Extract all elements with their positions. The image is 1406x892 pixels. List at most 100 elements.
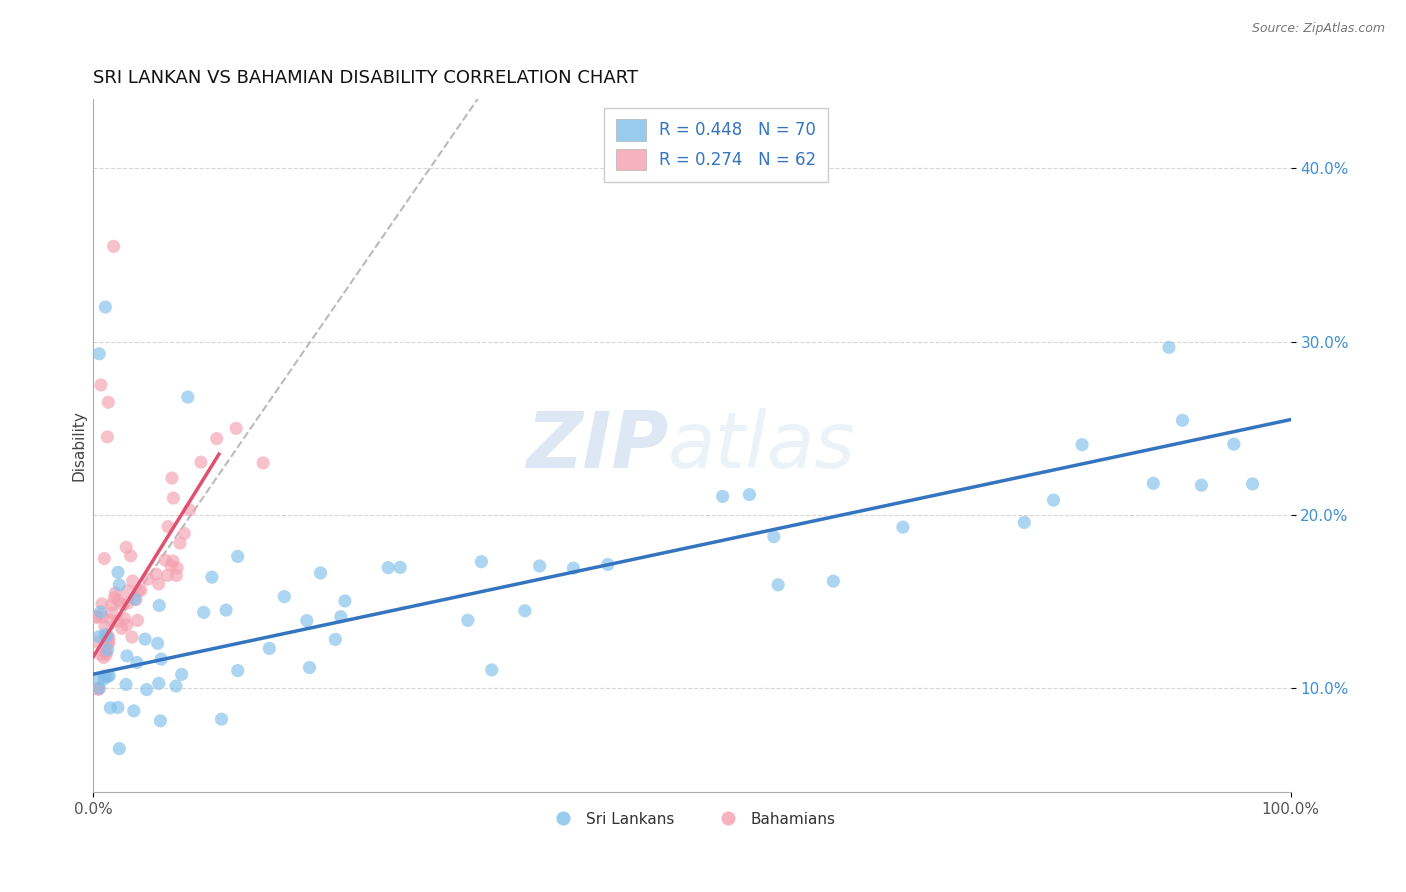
Point bbox=[145, 567, 167, 582]
Point bbox=[98, 668, 121, 682]
Point bbox=[325, 632, 347, 647]
Point bbox=[148, 577, 170, 591]
Point bbox=[153, 553, 176, 567]
Point bbox=[135, 682, 157, 697]
Point bbox=[148, 599, 170, 613]
Point bbox=[162, 491, 184, 505]
Point bbox=[125, 592, 148, 607]
Point bbox=[104, 586, 127, 600]
Point bbox=[333, 594, 356, 608]
Point bbox=[90, 648, 112, 662]
Point bbox=[115, 541, 138, 555]
Point bbox=[117, 596, 139, 610]
Point bbox=[148, 676, 170, 690]
Point bbox=[190, 455, 212, 469]
Point bbox=[97, 636, 120, 650]
Point bbox=[90, 378, 112, 392]
Point bbox=[91, 597, 114, 611]
Point bbox=[1142, 476, 1164, 491]
Point bbox=[170, 667, 193, 681]
Point bbox=[103, 239, 125, 253]
Point bbox=[134, 632, 156, 646]
Point bbox=[823, 574, 845, 589]
Point bbox=[117, 583, 139, 598]
Point bbox=[226, 664, 249, 678]
Y-axis label: Disability: Disability bbox=[72, 410, 86, 481]
Point bbox=[149, 714, 172, 728]
Point bbox=[97, 669, 120, 683]
Point bbox=[86, 610, 108, 624]
Point bbox=[93, 669, 115, 683]
Point bbox=[129, 583, 152, 598]
Point bbox=[193, 606, 215, 620]
Point bbox=[201, 570, 224, 584]
Point bbox=[1241, 477, 1264, 491]
Point bbox=[87, 682, 110, 697]
Point bbox=[94, 627, 117, 641]
Point bbox=[711, 490, 734, 504]
Point bbox=[481, 663, 503, 677]
Point bbox=[259, 641, 281, 656]
Text: SRI LANKAN VS BAHAMIAN DISABILITY CORRELATION CHART: SRI LANKAN VS BAHAMIAN DISABILITY CORREL… bbox=[93, 69, 638, 87]
Point bbox=[107, 614, 129, 628]
Point bbox=[93, 672, 115, 686]
Point bbox=[377, 560, 399, 574]
Point bbox=[160, 558, 183, 573]
Point bbox=[225, 421, 247, 435]
Point bbox=[114, 611, 136, 625]
Point bbox=[97, 629, 120, 643]
Point bbox=[562, 561, 585, 575]
Point bbox=[111, 622, 134, 636]
Point bbox=[96, 430, 118, 444]
Point bbox=[97, 642, 120, 657]
Point bbox=[108, 578, 131, 592]
Point bbox=[211, 712, 233, 726]
Point bbox=[273, 590, 295, 604]
Point bbox=[169, 536, 191, 550]
Point bbox=[136, 572, 159, 586]
Point bbox=[91, 610, 114, 624]
Point bbox=[97, 632, 120, 646]
Point bbox=[457, 613, 479, 627]
Point bbox=[762, 530, 785, 544]
Point bbox=[470, 555, 492, 569]
Point bbox=[513, 604, 536, 618]
Point bbox=[124, 592, 146, 607]
Point bbox=[86, 609, 108, 624]
Point bbox=[94, 300, 117, 314]
Point bbox=[1042, 493, 1064, 508]
Point bbox=[891, 520, 914, 534]
Point bbox=[107, 566, 129, 580]
Point bbox=[93, 551, 115, 566]
Point bbox=[121, 574, 143, 588]
Point bbox=[96, 648, 118, 662]
Point bbox=[93, 650, 115, 665]
Point bbox=[177, 390, 200, 404]
Point bbox=[98, 613, 121, 627]
Point bbox=[86, 635, 108, 649]
Point bbox=[122, 704, 145, 718]
Point bbox=[94, 619, 117, 633]
Point bbox=[329, 609, 352, 624]
Point bbox=[103, 591, 125, 605]
Point bbox=[107, 593, 129, 607]
Point bbox=[1157, 340, 1180, 354]
Point bbox=[1071, 438, 1094, 452]
Point bbox=[128, 583, 150, 598]
Point bbox=[309, 566, 332, 580]
Point bbox=[97, 636, 120, 650]
Point bbox=[108, 741, 131, 756]
Point bbox=[125, 656, 148, 670]
Point bbox=[107, 700, 129, 714]
Point bbox=[1223, 437, 1246, 451]
Point bbox=[110, 597, 132, 611]
Point bbox=[115, 677, 138, 691]
Point bbox=[226, 549, 249, 564]
Point bbox=[165, 568, 187, 582]
Point bbox=[389, 560, 412, 574]
Point bbox=[1171, 413, 1194, 427]
Point bbox=[115, 618, 138, 632]
Point bbox=[89, 681, 111, 695]
Point bbox=[215, 603, 238, 617]
Point bbox=[252, 456, 274, 470]
